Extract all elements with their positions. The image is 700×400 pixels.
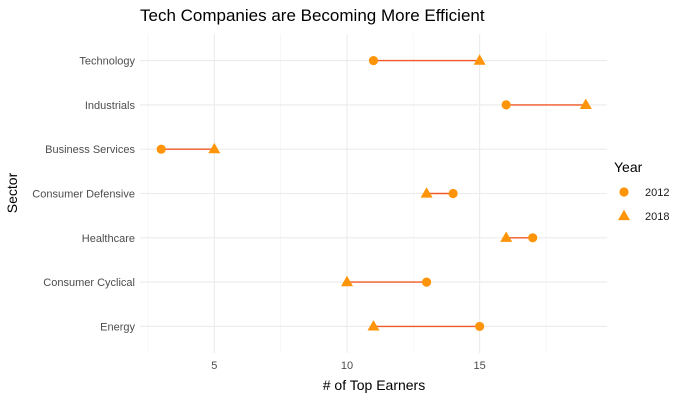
y-tick-label: Energy (100, 321, 135, 333)
legend-title: Year (614, 159, 643, 175)
legend-key-2012 (619, 187, 629, 197)
y-tick-label: Industrials (85, 100, 136, 112)
point-2018 (367, 320, 380, 331)
y-tick-label: Consumer Defensive (32, 189, 135, 201)
point-2012 (528, 233, 538, 243)
legend-label-2018: 2018 (645, 211, 669, 223)
x-tick-label: 15 (474, 360, 486, 372)
y-tick-labels: Technology Industrials Business Services Co… (32, 56, 135, 334)
point-2012 (421, 277, 432, 287)
points (156, 54, 592, 332)
point-2018 (500, 231, 513, 242)
y-axis-title: Sector (4, 172, 20, 213)
y-tick-label: Technology (79, 56, 135, 68)
grid (140, 34, 607, 353)
point-2012 (448, 188, 458, 199)
legend-label-2012: 2012 (645, 187, 669, 199)
chart-title: Tech Companies are Becoming More Efficie… (140, 6, 485, 25)
point-2018 (473, 54, 486, 65)
y-tick-label: Business Services (45, 144, 135, 156)
point-2018 (208, 142, 221, 154)
point-2012 (475, 321, 485, 332)
x-tick-labels: 5 10 15 (211, 360, 486, 372)
y-tick-label: Consumer Cyclical (43, 277, 135, 289)
legend-key-2018 (618, 209, 630, 221)
y-tick-label: Healthcare (82, 233, 135, 245)
point-2018 (420, 187, 433, 198)
legend: Year 2012 2018 (614, 159, 669, 223)
point-2018 (579, 98, 592, 109)
x-tick-label: 5 (211, 360, 217, 372)
point-2012 (368, 55, 379, 66)
point-2012 (156, 144, 166, 154)
point-2012 (501, 100, 511, 110)
x-axis-title: # of Top Earners (323, 377, 425, 393)
point-2018 (341, 275, 353, 287)
x-tick-label: 10 (341, 360, 353, 372)
